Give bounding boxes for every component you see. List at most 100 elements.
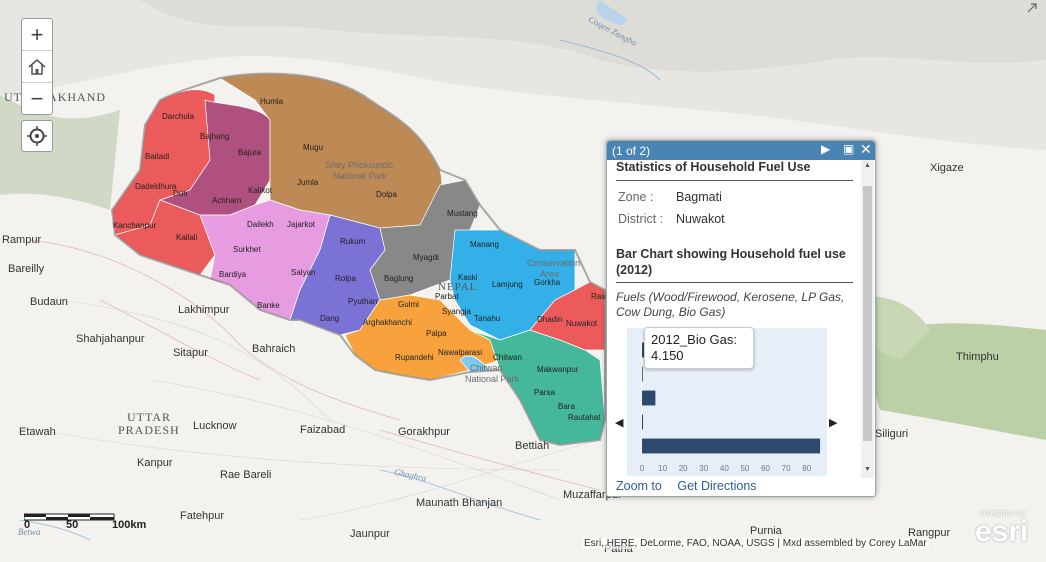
district-label: Chitwan [493, 353, 522, 362]
scroll-up-icon[interactable]: ▲ [864, 162, 871, 169]
district-label: Tanahu [474, 314, 501, 323]
city-label: Sitapur [173, 347, 208, 359]
park-label-1: Shey Phoksundo [325, 160, 394, 170]
district-label: Mustang [447, 209, 478, 218]
district-label: Makwanpur [537, 365, 579, 374]
district-label: Surkhet [233, 245, 261, 254]
district-label: Dailekh [247, 220, 274, 229]
city-label: Faizabad [300, 424, 346, 436]
scale-label-0: 0 [24, 519, 31, 531]
district-label: Darchula [162, 112, 195, 121]
popup-scrollbar[interactable]: ▲ ▼ [861, 160, 874, 478]
city-label: Jaunpur [350, 528, 390, 540]
district-label: Manang [470, 240, 499, 249]
district-label: Dolpa [376, 190, 397, 199]
city-label: Xigaze [930, 162, 964, 174]
district-label: Pyuthan [348, 297, 378, 306]
field-value: Nuwakot [676, 212, 725, 226]
scale-bar: 0 50 100km [23, 510, 154, 531]
scale-label-50: 50 [66, 519, 79, 531]
city-label: Bettiah [515, 440, 550, 452]
city-label: Lucknow [193, 420, 237, 432]
bar-cow-dung[interactable] [642, 366, 643, 382]
popup-header: (1 of 2) ▶ ▣ ✕ [607, 141, 875, 160]
park-label-2: National Park [333, 171, 388, 181]
scroll-down-icon[interactable]: ▼ [864, 466, 871, 473]
next-feature-icon[interactable]: ▶ [821, 142, 831, 156]
district-label: Kaski [458, 273, 478, 282]
district-label: Rautahat [568, 413, 601, 422]
region-label-pradesh: PRADESH [118, 423, 180, 437]
chart-prev-icon[interactable]: ◀ [615, 417, 624, 429]
park-label-4: Area [540, 269, 560, 279]
city-label: Lakhimpur [178, 304, 230, 316]
chart-next-icon[interactable]: ▶ [829, 417, 838, 429]
locate-button[interactable] [21, 120, 53, 152]
popup-actions: Zoom to Get Directions [616, 479, 769, 493]
district-label: Kalikot [248, 186, 273, 195]
x-tick-label: 70 [782, 464, 791, 473]
field-label: Zone : [618, 190, 654, 204]
locate-icon [27, 126, 47, 146]
district-label: Dadeldhura [135, 182, 177, 191]
district-label: Gorkha [534, 278, 561, 287]
district-label: Doti [173, 189, 188, 198]
get-directions-link[interactable]: Get Directions [677, 479, 757, 493]
country-label: NEPAL [438, 281, 478, 293]
district-label: Parsa [534, 388, 555, 397]
popup-body: Statistics of Household Fuel Use Zone : B… [607, 160, 861, 478]
district-label: Bardiya [219, 270, 247, 279]
city-label: Shahjahanpur [76, 333, 145, 345]
district-label: Nawalparasi [438, 348, 483, 357]
district-label: Lamjung [492, 280, 523, 289]
district-label: Nuwakot [566, 319, 598, 328]
field-row-zone: Zone : Bagmati [618, 190, 722, 204]
district-label: Syangja [442, 307, 471, 316]
info-popup: (1 of 2) ▶ ▣ ✕ Statistics of Household F… [606, 140, 876, 497]
scroll-thumb[interactable] [863, 186, 872, 441]
close-icon[interactable]: ✕ [860, 141, 872, 157]
district-label: Palpa [426, 329, 447, 338]
chart-fields: Fuels (Wood/Firewood, Kerosene, LP Gas, … [616, 290, 845, 319]
city-label: Rangpur [908, 527, 951, 539]
city-label: Gorakhpur [398, 426, 450, 438]
city-label: Fatehpur [180, 510, 225, 522]
district-label: Jumla [297, 178, 319, 187]
region-label-uttar: UTTAR [127, 410, 172, 424]
field-row-district: District : Nuwakot [618, 212, 725, 226]
district-label: Bajura [238, 148, 262, 157]
district-label: Rasuwa [591, 292, 620, 301]
city-label: Thimphu [956, 351, 999, 363]
city-label: Rae Bareli [220, 469, 272, 481]
district-label: Kailali [176, 233, 198, 242]
district-label: Baglung [384, 274, 414, 283]
bar-wood-firewood[interactable] [642, 438, 821, 454]
district-label: Mugu [303, 143, 324, 152]
x-tick-label: 80 [802, 464, 811, 473]
chart-title: Bar Chart showing Household fuel use (20… [616, 247, 846, 277]
x-tick-label: 30 [699, 464, 708, 473]
district-label: Rukum [340, 237, 366, 246]
zoom-to-link[interactable]: Zoom to [616, 479, 662, 493]
field-value: Bagmati [676, 190, 722, 204]
x-tick-label: 40 [720, 464, 729, 473]
home-icon [28, 58, 46, 75]
maximize-icon[interactable]: ▣ [843, 142, 855, 156]
district-label: Humla [260, 97, 284, 106]
bar-kerosene[interactable] [642, 414, 644, 430]
bar-lp-gas[interactable] [642, 390, 656, 406]
esri-logo: POWERED BY esri [975, 511, 1029, 548]
home-button[interactable] [22, 51, 52, 83]
expand-icon[interactable] [1026, 2, 1040, 16]
city-label: Siliguri [875, 428, 909, 440]
x-tick-label: 60 [761, 464, 770, 473]
zoom-in-button[interactable]: + [22, 19, 52, 51]
district-label: Baitadi [145, 152, 170, 161]
zoom-out-button[interactable]: − [30, 85, 44, 111]
district-label: Banke [257, 301, 280, 310]
district-label: Rolpa [335, 274, 356, 283]
popup-title: Statistics of Household Fuel Use [616, 160, 811, 174]
park-label-6: National Park [465, 374, 520, 384]
tooltip-label: 2012_Bio Gas: [651, 332, 738, 347]
